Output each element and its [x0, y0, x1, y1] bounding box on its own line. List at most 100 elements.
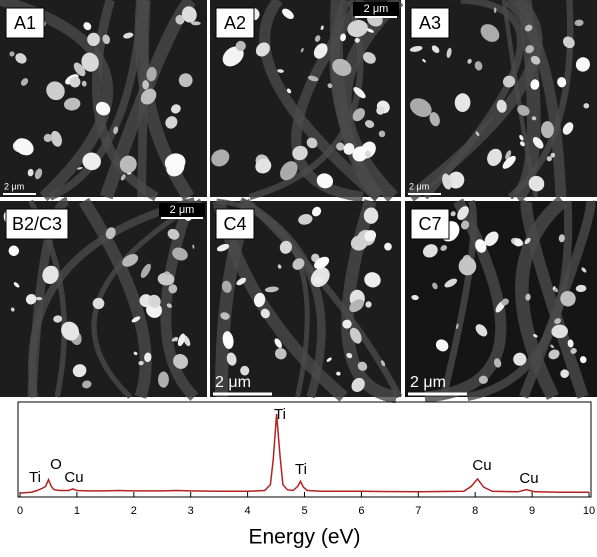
- x-tick-label: 5: [301, 505, 307, 517]
- particle: [164, 271, 170, 276]
- particle: [560, 369, 569, 378]
- particle: [502, 75, 516, 88]
- particle: [264, 286, 279, 293]
- particle: [502, 155, 516, 169]
- scale-bar-bg: [353, 2, 399, 16]
- particle: [255, 158, 272, 174]
- particle: [530, 79, 540, 90]
- panel-label: C4: [223, 214, 246, 234]
- particle: [484, 231, 499, 247]
- particle: [570, 348, 577, 354]
- particle: [450, 211, 456, 217]
- particle: [354, 37, 360, 43]
- particle: [77, 166, 83, 170]
- particle: [192, 244, 195, 249]
- particle: [142, 80, 150, 90]
- peak-label: O: [50, 456, 62, 473]
- particle: [9, 51, 15, 57]
- scale-bar-label: 2 μm: [215, 374, 251, 391]
- x-tick-label: 1: [74, 505, 80, 517]
- particle: [364, 150, 372, 158]
- particle: [122, 254, 139, 267]
- particle: [480, 24, 500, 42]
- particle: [384, 242, 392, 251]
- particle: [221, 280, 232, 293]
- particle: [501, 298, 509, 306]
- panel-label: A2: [224, 13, 246, 33]
- particle: [140, 88, 157, 105]
- particle: [10, 307, 15, 312]
- particle: [35, 296, 43, 301]
- particle: [87, 32, 100, 47]
- particle: [350, 235, 368, 251]
- peak-label: Cu: [64, 469, 83, 486]
- particle: [431, 45, 440, 54]
- particle: [255, 42, 270, 57]
- peak-label: Ti: [274, 406, 286, 423]
- particle: [513, 352, 527, 366]
- particle: [524, 24, 533, 32]
- scale-bar-bg: [159, 203, 205, 217]
- particle: [409, 45, 423, 52]
- peak-label: Ti: [29, 469, 41, 486]
- particle: [514, 238, 523, 247]
- membrane: [91, 0, 159, 202]
- particle: [306, 137, 318, 149]
- particle: [409, 98, 432, 117]
- particle: [313, 43, 328, 59]
- particle: [467, 58, 472, 64]
- particle: [314, 256, 330, 270]
- particle: [440, 245, 447, 251]
- particle: [581, 267, 587, 273]
- particle: [279, 240, 292, 254]
- particle: [550, 344, 554, 349]
- particle: [81, 52, 99, 72]
- particle: [342, 319, 352, 329]
- particle: [560, 290, 576, 307]
- x-tick-label: 0: [17, 505, 23, 517]
- panel-label: B2/C3: [12, 214, 62, 234]
- membrane: [329, 0, 381, 200]
- particle: [517, 105, 530, 116]
- particle: [286, 88, 292, 94]
- particle: [336, 142, 345, 151]
- scale-bar-label: 2 μm: [409, 181, 429, 191]
- particle: [493, 358, 502, 368]
- particle: [144, 352, 152, 363]
- particle: [175, 337, 178, 342]
- particle: [457, 206, 469, 220]
- particle: [446, 47, 452, 58]
- x-tick-label: 8: [472, 505, 478, 517]
- spectrum-line: [19, 414, 589, 494]
- membrane: [406, 0, 543, 202]
- peak-label: Ti: [295, 461, 307, 478]
- particle: [546, 156, 552, 162]
- particle: [81, 80, 87, 87]
- particle: [274, 338, 282, 349]
- particle: [347, 19, 368, 38]
- particle: [307, 75, 319, 82]
- particle: [352, 146, 368, 162]
- membrane: [78, 197, 152, 399]
- particle: [475, 239, 487, 253]
- particle: [525, 45, 534, 54]
- sem-panel: C4 2 μm: [210, 197, 403, 404]
- particle: [27, 168, 34, 177]
- particle: [327, 83, 333, 89]
- x-tick-label: 7: [415, 505, 421, 517]
- particle: [524, 237, 531, 245]
- particle: [519, 134, 524, 141]
- particle: [478, 375, 488, 384]
- particle: [550, 152, 556, 158]
- panel-label-box: [5, 7, 45, 39]
- particle: [253, 292, 266, 308]
- particle: [240, 365, 250, 376]
- particle: [311, 206, 322, 217]
- particle: [20, 78, 29, 86]
- particle: [340, 33, 346, 42]
- particle: [583, 103, 590, 109]
- membrane: [515, 195, 568, 401]
- particle: [557, 77, 567, 88]
- panel-label-box: [410, 7, 450, 39]
